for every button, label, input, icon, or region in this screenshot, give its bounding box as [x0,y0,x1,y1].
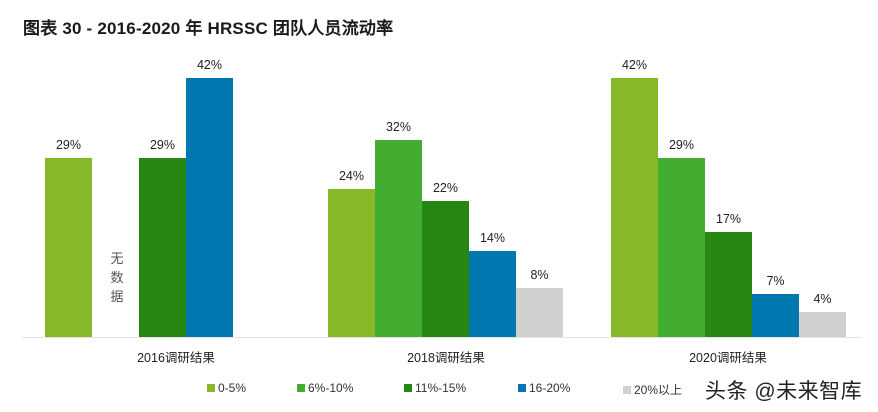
category-label-2020: 2020调研结果 [689,351,767,365]
bar-value-label: 17% [715,212,742,226]
legend-item-6-10: 6%-10% [297,381,353,395]
no-data-annotation: 无 数 据 [109,249,125,306]
legend-swatch-icon [404,384,412,392]
legend-label: 20%以上 [634,383,683,397]
bar-value-label: 42% [196,58,223,72]
legend-swatch-icon [518,384,526,392]
legend-swatch-icon [623,385,631,394]
bar-y2018-3 [469,251,516,337]
bar-y2018-1 [375,140,422,337]
bar-value-label: 8% [530,268,549,282]
bar-y2020-4 [799,312,846,337]
bar-y2020-1 [658,158,705,337]
bar-value-label: 14% [479,231,506,245]
bar-y2018-0 [328,189,375,337]
bar-y2020-0 [611,78,658,337]
bar-value-label: 29% [668,138,695,152]
legend-label: 6%-10% [308,381,354,395]
bar-y2020-3 [752,294,799,337]
legend-label: 16-20% [529,381,571,395]
legend-item-11-15: 11%-15% [404,381,466,395]
bar-y2018-4 [516,288,563,337]
legend-item-0-5: 0-5% [207,381,246,395]
bar-value-label: 24% [338,169,365,183]
bar-value-label: 7% [766,274,785,288]
bar-y2016-0 [45,158,92,337]
legend-item-16-20: 16-20% [518,381,570,395]
bar-value-label: 32% [385,120,412,134]
no-data-char: 无 [110,251,124,266]
bar-y2018-2 [422,201,469,337]
no-data-char: 数 [110,270,124,285]
watermark: 头条 @未来智库 [705,380,863,403]
legend-label: 11%-15% [415,381,467,395]
category-label-2016: 2016调研结果 [137,351,215,365]
x-axis-baseline [22,337,862,338]
bar-y2016-2 [139,158,186,337]
legend-label: 0-5% [218,381,247,395]
legend-swatch-icon [297,384,305,392]
legend-swatch-icon [207,384,215,392]
bar-value-label: 22% [432,181,459,195]
bar-y2016-3 [186,78,233,337]
legend-item-20-plus: 20%以上 [623,381,682,398]
bar-value-label: 29% [149,138,176,152]
bar-y2020-2 [705,232,752,337]
bar-value-label: 29% [55,138,82,152]
no-data-char: 据 [110,289,124,304]
category-label-2018: 2018调研结果 [407,351,485,365]
chart-title: 图表 30 - 2016-2020 年 HRSSC 团队人员流动率 [23,19,394,38]
bar-value-label: 4% [813,292,832,306]
bar-value-label: 42% [621,58,648,72]
